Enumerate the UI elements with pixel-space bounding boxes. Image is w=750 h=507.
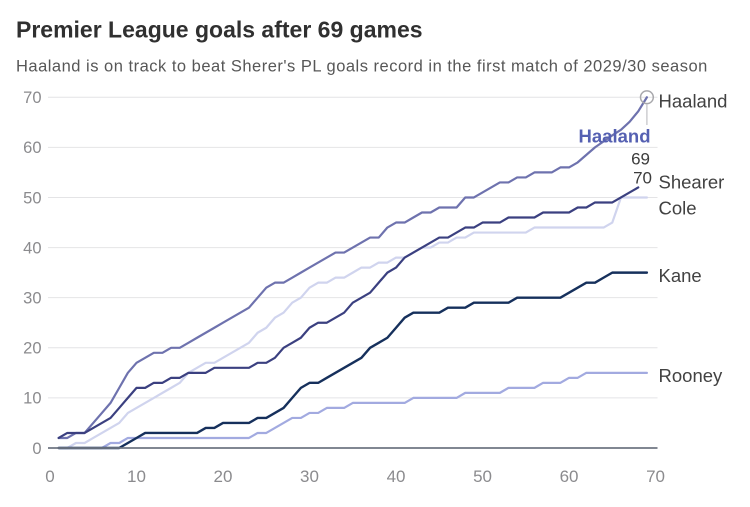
- svg-text:20: 20: [23, 340, 41, 358]
- svg-text:50: 50: [23, 189, 41, 207]
- svg-text:10: 10: [23, 390, 41, 408]
- svg-text:Kane: Kane: [659, 265, 702, 286]
- svg-text:0: 0: [32, 440, 41, 458]
- svg-text:50: 50: [473, 467, 492, 486]
- svg-text:60: 60: [560, 467, 579, 486]
- svg-text:Shearer: Shearer: [659, 172, 725, 193]
- svg-text:20: 20: [214, 467, 233, 486]
- svg-text:70: 70: [23, 89, 41, 107]
- svg-text:69: 69: [631, 150, 650, 169]
- svg-text:10: 10: [127, 467, 146, 486]
- svg-text:Haaland: Haaland: [579, 126, 651, 147]
- svg-text:Haaland is on track to beat Sh: Haaland is on track to beat Sherer's PL …: [16, 58, 708, 76]
- svg-text:40: 40: [23, 239, 41, 257]
- svg-text:60: 60: [23, 139, 41, 157]
- svg-text:Haaland: Haaland: [659, 91, 728, 112]
- svg-text:0: 0: [45, 467, 54, 486]
- svg-text:Premier League goals after 69: Premier League goals after 69 games: [16, 17, 423, 43]
- svg-text:Rooney: Rooney: [659, 365, 724, 386]
- svg-text:30: 30: [23, 289, 41, 307]
- svg-text:Cole: Cole: [659, 198, 697, 219]
- svg-text:40: 40: [387, 467, 406, 486]
- svg-text:70: 70: [633, 169, 652, 188]
- svg-text:70: 70: [646, 467, 665, 486]
- svg-text:30: 30: [300, 467, 319, 486]
